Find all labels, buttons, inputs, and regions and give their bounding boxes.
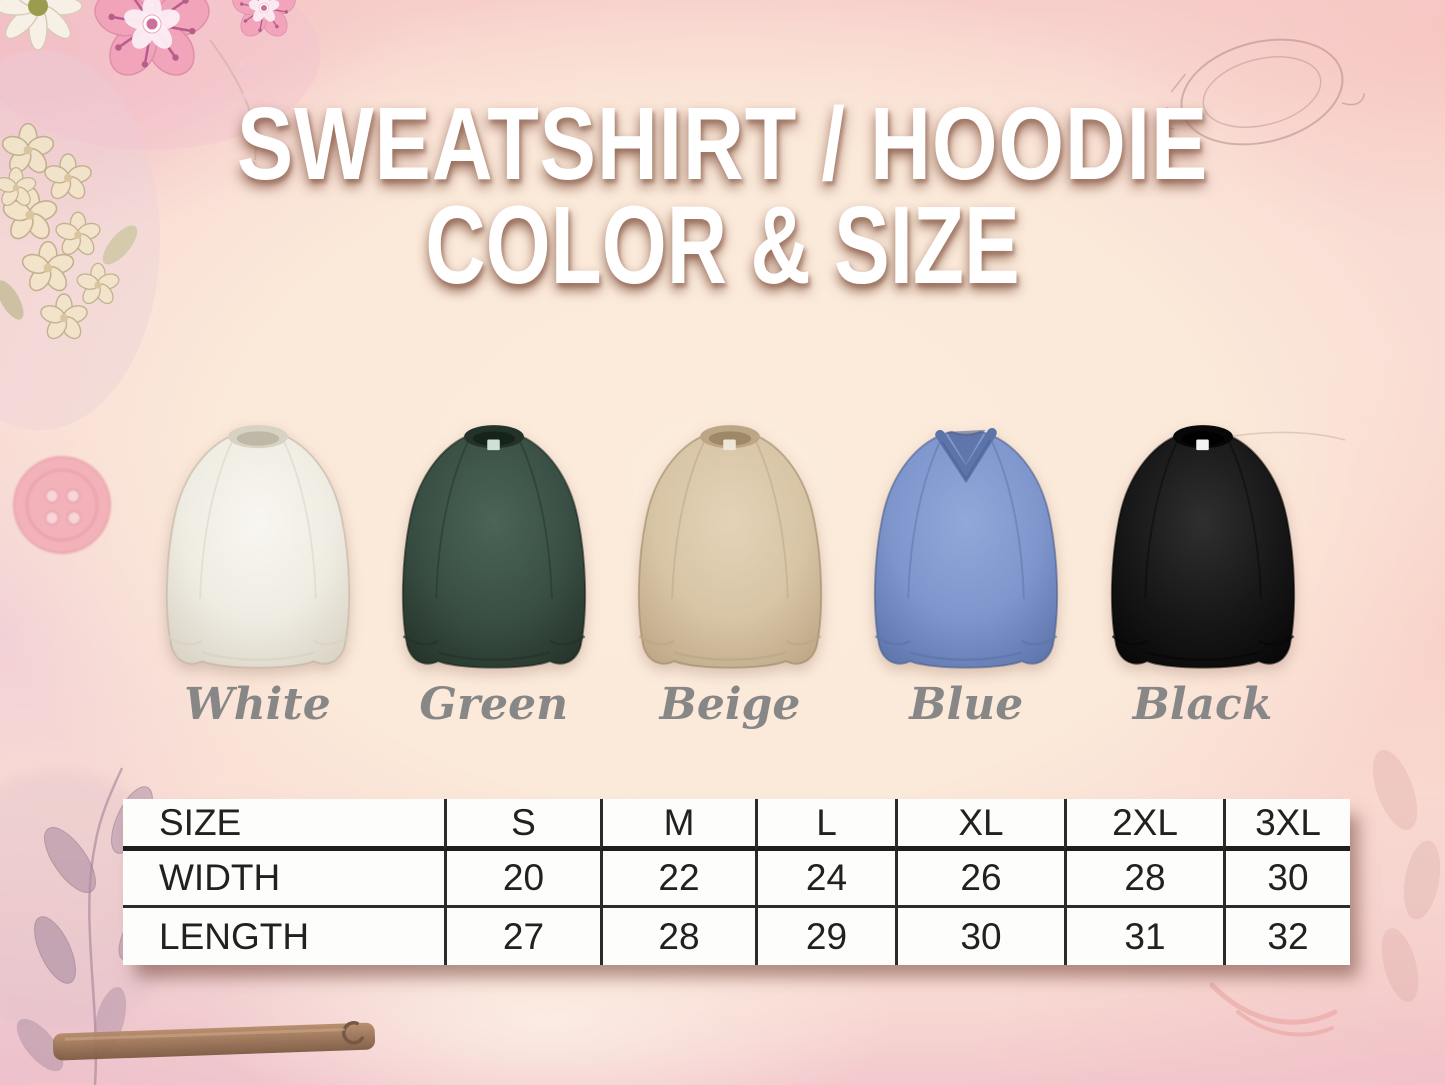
colorway-beige: Beige <box>623 420 838 730</box>
size-value: 31 <box>1064 908 1223 965</box>
size-value: 28 <box>1064 851 1223 908</box>
wooden-shelf-bottom-left <box>52 1021 376 1061</box>
title-line-2: COLOR & SIZE <box>425 184 1020 307</box>
size-column-header: L <box>755 799 895 851</box>
colorway-label: Black <box>1132 679 1273 730</box>
colorway-label: Blue <box>909 679 1024 730</box>
size-value: 22 <box>600 851 755 908</box>
size-value: 30 <box>1223 851 1350 908</box>
sweatshirt-photo-black <box>1110 425 1295 669</box>
size-value: 29 <box>755 908 895 965</box>
size-value: 28 <box>600 908 755 965</box>
colorway-label: Green <box>419 679 569 730</box>
colorway-blue: Blue <box>859 420 1074 730</box>
size-value: 20 <box>444 851 600 908</box>
size-column-header: M <box>600 799 755 851</box>
size-value: 26 <box>895 851 1064 908</box>
size-column-header: S <box>444 799 600 851</box>
size-table: SIZE S M L XL 2XL 3XL WIDTH 20 22 24 26 28 30 LENGTH 27… <box>123 799 1350 965</box>
sweatshirt-photo-green <box>401 425 586 669</box>
size-value: 30 <box>895 908 1064 965</box>
title-line-1: SWEATSHIRT / HOODIE <box>236 86 1209 201</box>
pink-sewing-button <box>13 456 111 554</box>
page-title: SWEATSHIRT / HOODIE COLOR & SIZE <box>0 92 1445 301</box>
size-value: 32 <box>1223 908 1350 965</box>
size-value: 27 <box>444 908 600 965</box>
arc-doodles-bottom-right <box>1209 982 1338 1037</box>
colorway-label: White <box>184 679 331 730</box>
size-table-corner-header: SIZE <box>123 799 444 851</box>
size-column-header: 2XL <box>1064 799 1223 851</box>
measure-row-label: WIDTH <box>123 851 444 908</box>
colorway-black: Black <box>1095 420 1310 730</box>
colorway-row: White Green Beige <box>150 420 1310 730</box>
faint-leaves-right-edge <box>1372 750 1441 1002</box>
size-column-header: XL <box>895 799 1064 851</box>
size-value: 24 <box>755 851 895 908</box>
measure-row-label: LENGTH <box>123 908 444 965</box>
size-column-header: 3XL <box>1223 799 1350 851</box>
colorway-green: Green <box>386 420 601 730</box>
colorway-label: Beige <box>659 679 801 730</box>
sweatshirt-photo-white <box>165 425 350 669</box>
sweatshirt-photo-blue <box>874 427 1059 669</box>
colorway-white: White <box>150 420 365 730</box>
sweatshirt-photo-beige <box>637 425 823 669</box>
